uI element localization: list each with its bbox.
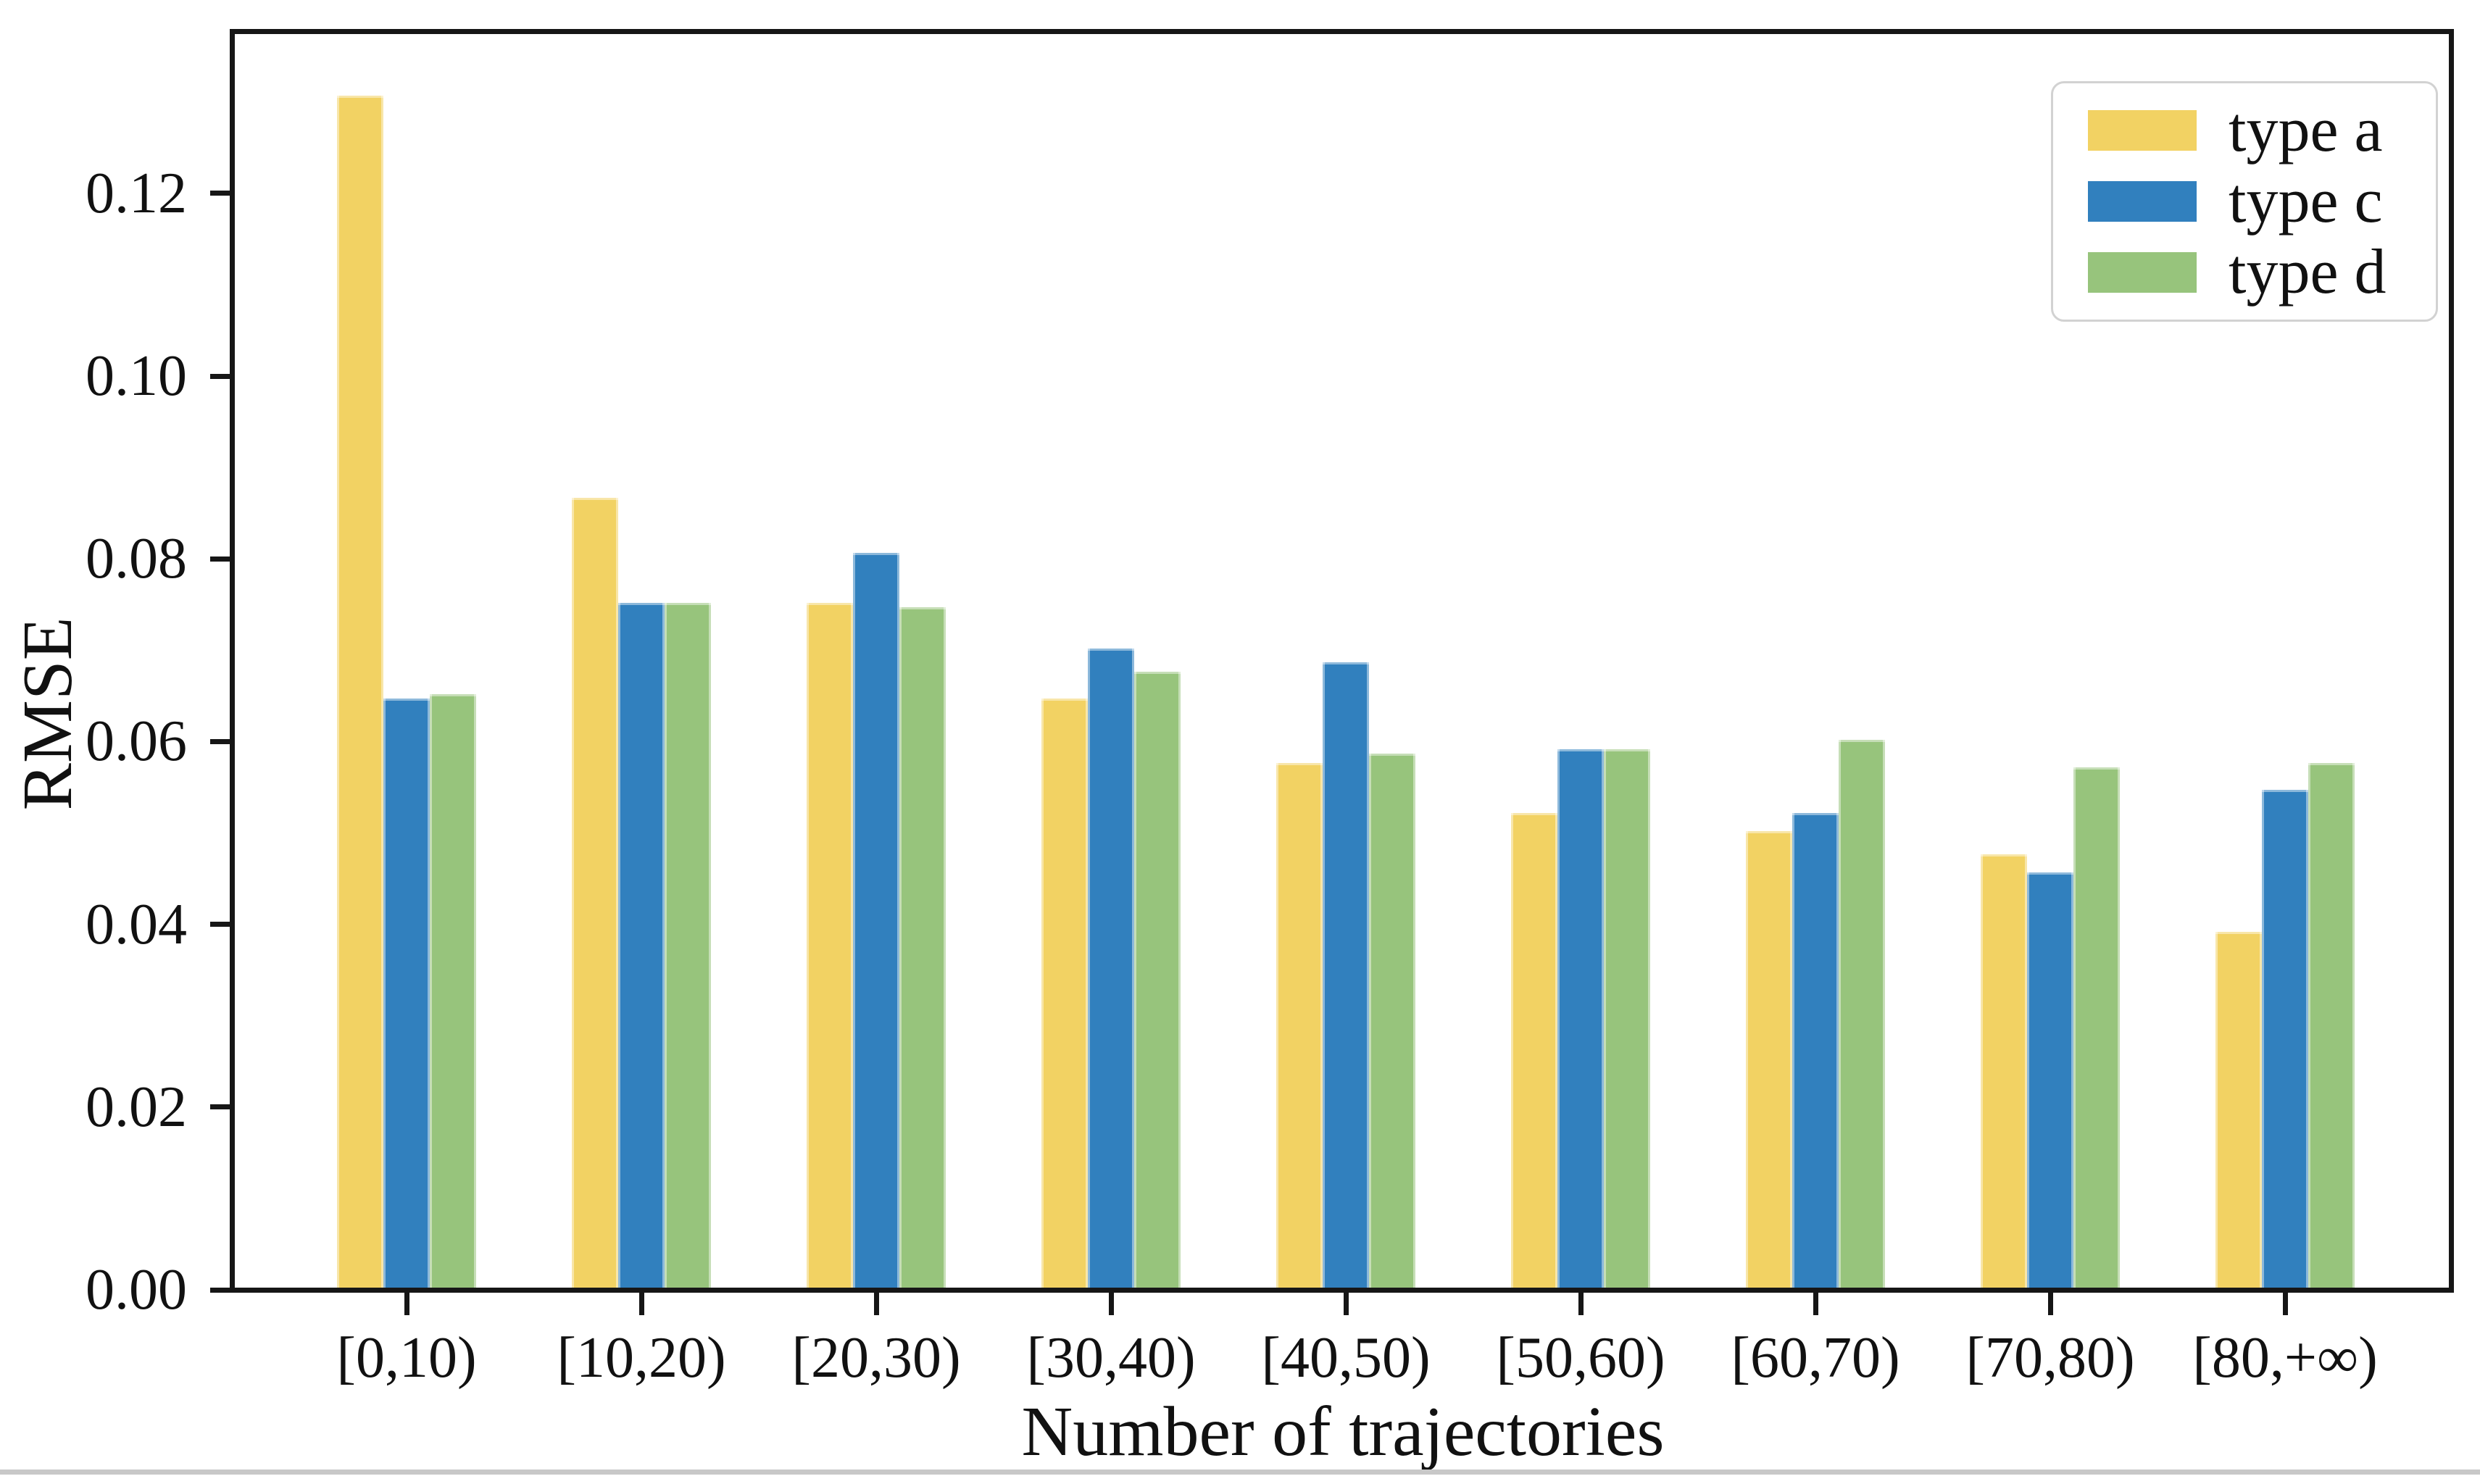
bar-type-c-7 (2027, 872, 2073, 1293)
bar-type-a-0 (337, 96, 383, 1293)
x-tick (2047, 1292, 2053, 1315)
legend-swatch-type-a (2088, 110, 2197, 151)
legend-item: type a (2088, 99, 2436, 162)
x-tick-label: [0,10) (336, 1326, 477, 1390)
y-axis-title: RMSE (9, 617, 87, 811)
y-tick (210, 556, 233, 562)
x-tick (1578, 1292, 1584, 1315)
y-tick-label: 0.04 (86, 892, 187, 956)
bar-type-a-3 (1041, 699, 1088, 1293)
y-tick-label: 0.06 (86, 709, 187, 774)
y-tick (210, 373, 233, 379)
legend-item: type c (2088, 170, 2436, 233)
x-tick-label: [50,60) (1496, 1326, 1665, 1390)
legend-label: type d (2229, 237, 2387, 307)
bar-type-a-7 (1981, 854, 2027, 1293)
bar-type-d-7 (2073, 767, 2120, 1293)
legend-item: type d (2088, 241, 2436, 304)
bar-type-c-0 (383, 699, 430, 1293)
x-tick-label: [10,20) (557, 1326, 726, 1390)
bar-type-d-1 (665, 603, 711, 1293)
x-tick-label: [70,80) (1965, 1326, 2135, 1390)
bar-type-d-2 (899, 607, 946, 1293)
x-tick-label: [30,40) (1026, 1326, 1196, 1390)
bar-type-d-8 (2308, 763, 2355, 1293)
y-tick-label: 0.02 (86, 1075, 187, 1139)
x-tick (1813, 1292, 1818, 1315)
bar-type-c-5 (1557, 749, 1604, 1293)
bar-type-a-8 (2215, 932, 2262, 1293)
bar-type-c-3 (1088, 649, 1134, 1293)
bar-type-d-0 (430, 694, 476, 1293)
bar-type-a-4 (1276, 763, 1323, 1293)
y-tick-label: 0.08 (86, 527, 187, 591)
y-tick (210, 1104, 233, 1110)
x-tick (873, 1292, 879, 1315)
bar-type-d-6 (1839, 740, 1885, 1293)
x-tick (2282, 1292, 2288, 1315)
legend-label: type c (2229, 166, 2383, 236)
legend-label: type a (2229, 95, 2383, 165)
x-tick (404, 1292, 409, 1315)
x-tick-label: [20,30) (791, 1326, 961, 1390)
y-tick (210, 1287, 233, 1293)
bar-type-d-5 (1604, 749, 1650, 1293)
bar-type-c-8 (2262, 790, 2308, 1293)
plot-area (235, 31, 2449, 1293)
x-tick (1108, 1292, 1114, 1315)
x-tick-label: [40,50) (1261, 1326, 1431, 1390)
y-tick-label: 0.10 (86, 344, 187, 408)
legend-swatch-type-c (2088, 181, 2197, 222)
legend: type a type c type d (2051, 81, 2438, 322)
y-tick-label: 0.00 (86, 1258, 187, 1322)
y-tick (210, 922, 233, 928)
bar-type-a-5 (1511, 813, 1557, 1293)
bar-type-a-6 (1746, 831, 1792, 1293)
bar-type-c-4 (1323, 662, 1369, 1293)
x-axis-title: Number of trajectories (1021, 1393, 1665, 1471)
x-tick-label: [60,70) (1731, 1326, 1900, 1390)
bar-type-c-2 (853, 553, 899, 1293)
bar-type-c-6 (1792, 813, 1839, 1293)
bar-type-d-3 (1134, 672, 1181, 1293)
x-tick-label: [80,+∞) (2192, 1326, 2378, 1390)
bar-type-d-4 (1369, 754, 1415, 1293)
bar-type-a-1 (572, 498, 618, 1293)
legend-swatch-type-d (2088, 252, 2197, 293)
bar-type-a-2 (807, 603, 853, 1293)
x-tick (1343, 1292, 1349, 1315)
y-tick (210, 191, 233, 196)
bottom-divider-line (0, 1470, 2480, 1475)
x-tick (638, 1292, 644, 1315)
y-tick-label: 0.12 (86, 161, 187, 225)
bar-type-c-1 (618, 603, 665, 1293)
y-tick (210, 738, 233, 744)
